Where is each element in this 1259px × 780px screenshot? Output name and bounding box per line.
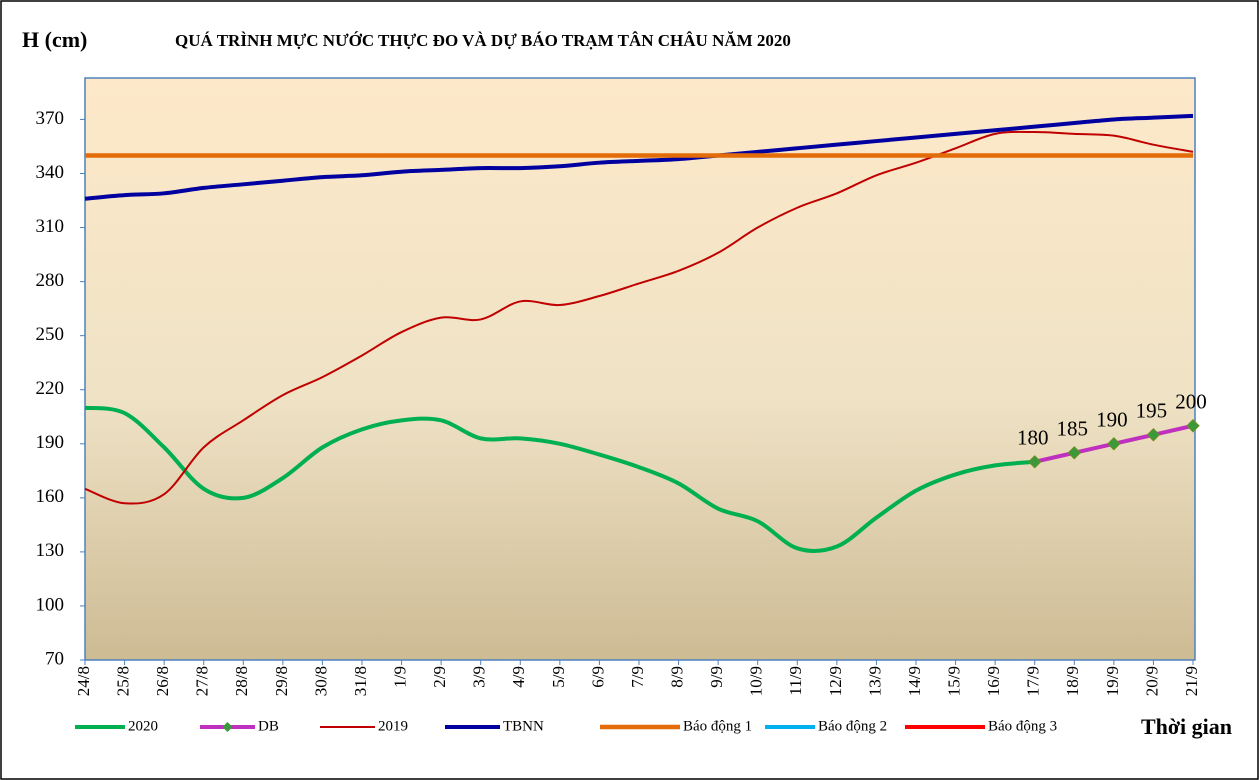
x-tick-label: 13/9 [865,666,884,696]
legend-label: TBNN [503,718,544,734]
y-tick-label: 280 [36,270,65,291]
data-label: 200 [1175,390,1207,414]
x-tick-label: 27/8 [193,666,212,696]
x-tick-label: 16/9 [984,666,1003,696]
chart-title: QUÁ TRÌNH MỰC NƯỚC THỰC ĐO VÀ DỰ BÁO TRẠ… [175,31,791,50]
y-tick-label: 100 [36,594,65,615]
series-line [84,405,1035,553]
x-tick-label: 26/8 [153,666,172,696]
marker [1146,428,1161,442]
x-tick-label: 20/9 [1142,666,1161,696]
plot-area [84,77,1196,661]
x-tick-label: 9/9 [707,666,726,688]
legend-marker [222,722,233,732]
x-tick-label: 5/9 [549,666,568,688]
data-label: 195 [1136,399,1168,423]
legend-label: 2019 [378,718,408,734]
y-tick-label: 70 [45,648,64,669]
y-tick-label: 160 [36,486,65,507]
x-tick-label: 3/9 [470,666,489,688]
data-label: 180 [1017,426,1049,450]
x-tick-label: 8/9 [667,666,686,688]
legend-label: Báo động 1 [683,718,752,734]
data-label: 185 [1057,417,1089,441]
x-tick-label: 2/9 [430,666,449,688]
x-tick-label: 7/9 [628,666,647,688]
legend-label: Báo động 3 [988,718,1057,734]
legend-label: 2020 [128,718,158,734]
x-tick-label: 12/9 [826,666,845,696]
x-tick-label: 21/9 [1182,666,1201,696]
y-tick-label: 130 [36,540,65,561]
x-tick-label: 6/9 [588,666,607,688]
marker [1067,446,1081,460]
y-tick-label: 370 [36,108,65,129]
x-tick-label: 28/8 [232,666,251,696]
marker [1186,419,1200,433]
x-tick-label: 19/9 [1103,666,1122,696]
y-tick-label: 340 [36,162,65,183]
x-tick-label: 30/8 [311,666,330,696]
x-tick-label: 10/9 [747,666,766,696]
x-tick-label: 4/9 [509,666,528,688]
x-tick-label: 1/9 [390,666,409,688]
series-line [84,130,1194,505]
x-tick-label: 11/9 [786,666,805,696]
marker [1107,437,1121,451]
x-tick-label: 15/9 [944,666,963,696]
marker [1028,455,1042,469]
x-tick-label: 31/8 [351,666,370,696]
data-label: 190 [1096,408,1128,432]
legend-label: DB [258,718,279,734]
y-axis-label: H (cm) [22,27,87,52]
x-tick-label: 25/8 [113,666,132,696]
y-tick-label: 220 [36,378,65,399]
x-tick-label: 17/9 [1024,666,1043,696]
y-tick-label: 250 [36,324,65,345]
y-tick-label: 310 [36,216,65,237]
x-tick-label: 14/9 [905,666,924,696]
x-axis-label: Thời gian [1141,714,1232,739]
x-tick-label: 18/9 [1063,666,1082,696]
x-tick-label: 24/8 [74,666,93,696]
x-tick-label: 29/8 [272,666,291,696]
y-tick-label: 190 [36,432,65,453]
legend-label: Báo động 2 [818,718,887,734]
series-line [84,113,1194,201]
